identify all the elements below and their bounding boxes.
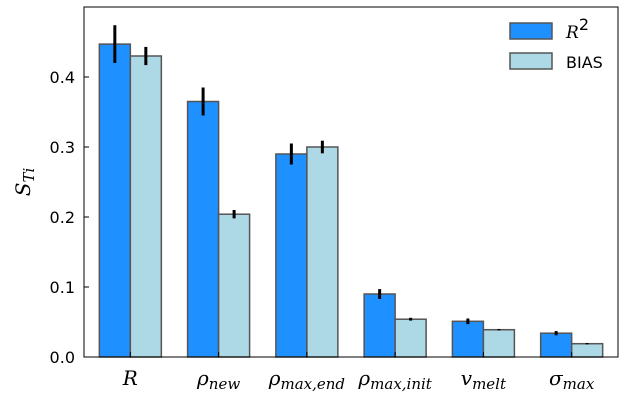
y-tick-label: 0.0	[50, 348, 75, 367]
bar-r2-0	[98, 43, 132, 358]
y-tick-label: 0.2	[50, 208, 75, 227]
y-axis-label: STi	[11, 168, 38, 197]
bar-bias-5	[570, 342, 604, 358]
bar-bias-0	[129, 55, 163, 358]
y-axis-label-text: STi	[11, 168, 38, 197]
legend: R2 BIAS	[509, 15, 603, 72]
y-axis: 0.0 0.1 0.2 0.3 0.4	[50, 68, 89, 367]
x-tick-label-3: ρmax,init	[357, 366, 432, 393]
bars-layer	[98, 43, 604, 358]
bar-bias-3	[394, 318, 427, 358]
legend-label-r2: R2	[565, 15, 589, 43]
x-tick-label-1: ρnew	[196, 366, 240, 393]
plot-frame	[83, 6, 619, 358]
bar-bias-1	[217, 213, 251, 358]
bar-r2-3	[363, 293, 396, 358]
bar-bias-4	[482, 328, 516, 358]
bar-r2-5	[539, 332, 573, 358]
legend-label-bias: BIAS	[566, 53, 603, 72]
x-tick-label-2: ρmax,end	[268, 366, 345, 393]
y-tick-label: 0.4	[50, 68, 75, 87]
x-tick-label-0: R	[122, 366, 138, 390]
x-tick-label-5: σmax	[549, 366, 595, 393]
bar-bias-2	[306, 146, 339, 358]
errorbars-layer	[113, 25, 589, 345]
legend-swatch-bias	[509, 52, 553, 70]
legend-swatch-r2	[509, 22, 553, 40]
x-tick-label-4: vmelt	[461, 366, 507, 393]
y-tick-label: 0.1	[50, 278, 75, 297]
bar-r2-4	[451, 320, 485, 358]
bar-r2-1	[186, 100, 220, 358]
bar-r2-2	[275, 153, 308, 358]
y-tick-label: 0.3	[50, 138, 75, 157]
